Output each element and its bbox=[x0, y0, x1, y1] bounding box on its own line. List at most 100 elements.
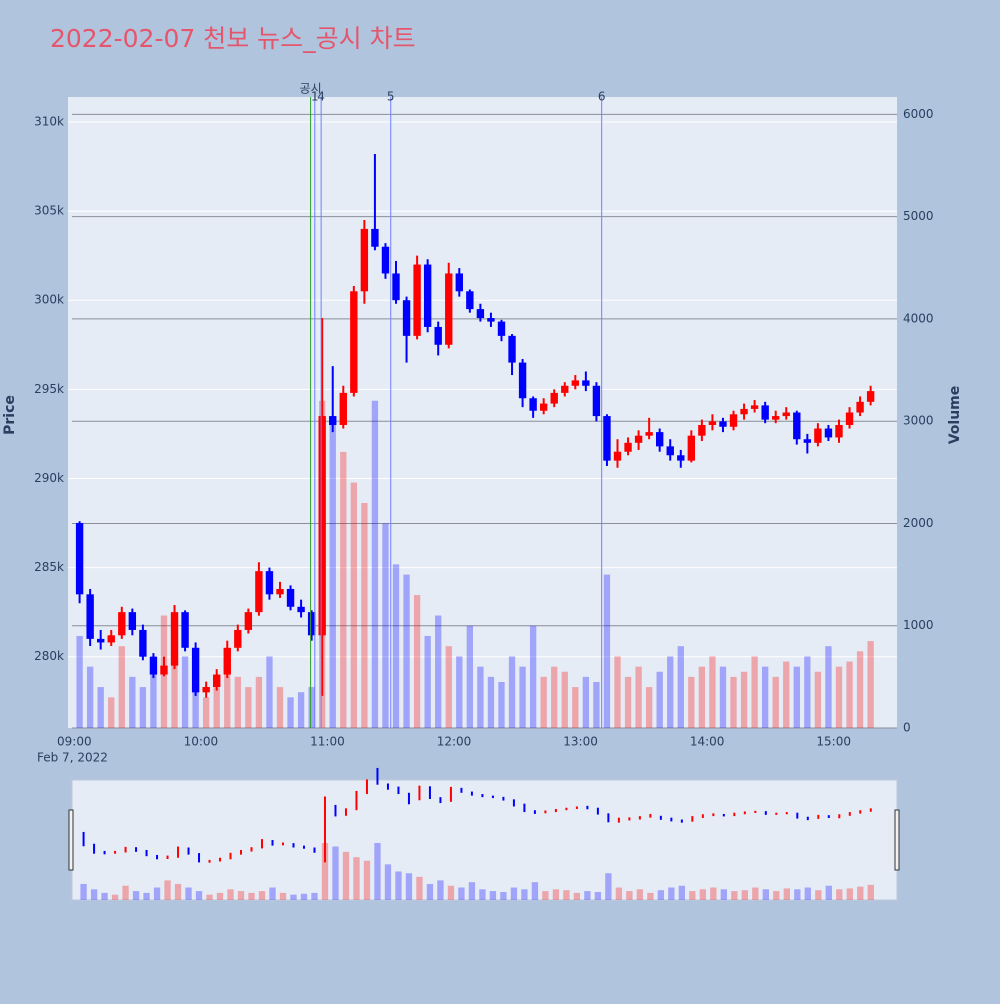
slider-volume-bar bbox=[678, 885, 686, 900]
candle-body bbox=[329, 416, 337, 425]
candle-body bbox=[286, 588, 295, 607]
annotation-label: 공시 bbox=[300, 82, 322, 96]
y2-axis-title: Volume bbox=[947, 386, 963, 445]
slider-volume-bar bbox=[531, 882, 539, 900]
y2-tick-label: 6000 bbox=[903, 107, 934, 121]
volume-bar bbox=[487, 676, 495, 728]
slider-volume-bar bbox=[699, 889, 707, 900]
candle-body bbox=[793, 412, 801, 440]
volume-bar bbox=[456, 656, 463, 728]
plot-area bbox=[68, 97, 897, 728]
volume-bar bbox=[266, 656, 273, 728]
volume-bar bbox=[698, 666, 706, 728]
slider-volume-bar bbox=[647, 892, 654, 900]
candle-body bbox=[107, 635, 115, 643]
x-tick-label: 13:00 bbox=[563, 735, 598, 749]
slider-volume-bar bbox=[80, 883, 87, 900]
candle-body bbox=[708, 421, 717, 425]
volume-bar bbox=[561, 671, 568, 728]
candle-body bbox=[845, 412, 854, 425]
slider-volume-bar bbox=[164, 880, 171, 900]
volume-bar bbox=[150, 656, 157, 728]
candle-body bbox=[434, 326, 442, 345]
slider-volume-bar bbox=[311, 892, 318, 900]
candle-body bbox=[128, 612, 137, 630]
annotation-label: 4 bbox=[317, 90, 325, 104]
slider-volume-bar bbox=[332, 846, 339, 900]
slider-volume-bar bbox=[363, 860, 371, 900]
slider-volume-bar bbox=[153, 887, 161, 900]
slider-volume-bar bbox=[101, 892, 108, 900]
volume-bar bbox=[308, 687, 315, 728]
candle-body bbox=[550, 392, 558, 404]
slider-volume-bar bbox=[195, 891, 203, 900]
candle-body bbox=[497, 321, 506, 336]
x-tick-label: 10:00 bbox=[184, 735, 219, 749]
candle-body bbox=[539, 403, 548, 411]
slider-volume-bar bbox=[794, 889, 801, 900]
volume-bar bbox=[435, 615, 442, 728]
slider-volume-bar bbox=[584, 891, 591, 900]
slider-volume-bar bbox=[636, 889, 644, 900]
volume-bar bbox=[234, 676, 241, 728]
slider-volume-bar bbox=[720, 889, 728, 900]
slider-volume-bar bbox=[132, 891, 140, 900]
candle-body bbox=[297, 606, 305, 613]
slider-volume-bar bbox=[342, 851, 350, 900]
volume-bar bbox=[86, 666, 94, 728]
x-tick-label: 11:00 bbox=[310, 735, 345, 749]
slider-volume-bar bbox=[248, 892, 255, 900]
candle-body bbox=[466, 291, 474, 310]
candle-body bbox=[181, 612, 189, 648]
slider-volume-bar bbox=[542, 891, 549, 900]
y-tick-label: 295k bbox=[34, 382, 64, 396]
y-tick-label: 300k bbox=[34, 293, 64, 307]
candle-body bbox=[118, 612, 126, 636]
candle-body bbox=[603, 416, 611, 461]
candle-body bbox=[803, 439, 812, 443]
candle-body bbox=[255, 571, 263, 613]
volume-bar bbox=[730, 676, 737, 728]
slider-volume-bar bbox=[615, 887, 623, 900]
candle-body bbox=[413, 264, 421, 336]
candle-body bbox=[666, 446, 674, 456]
x-tick-label: 14:00 bbox=[690, 735, 725, 749]
candle-body bbox=[350, 291, 358, 393]
slider-volume-bar bbox=[237, 891, 245, 900]
candle-body bbox=[371, 228, 379, 247]
candle-body bbox=[234, 629, 242, 648]
candle-body bbox=[75, 523, 84, 595]
slider-volume-bar bbox=[804, 887, 811, 900]
volume-bar bbox=[519, 666, 526, 728]
y2-tick-label: 4000 bbox=[903, 311, 934, 325]
slider-volume-bar bbox=[731, 891, 738, 900]
candle-body bbox=[750, 405, 759, 409]
candle-body bbox=[360, 228, 369, 292]
y-tick-label: 310k bbox=[34, 114, 64, 128]
slider-volume-bar bbox=[594, 891, 602, 900]
slider-volume-bar bbox=[269, 887, 276, 900]
candle-body bbox=[213, 674, 221, 688]
slider-volume-bar bbox=[143, 892, 150, 900]
candle-body bbox=[139, 629, 147, 657]
slider-volume-bar bbox=[867, 884, 874, 900]
slider-volume-bar bbox=[752, 887, 759, 900]
volume-bar bbox=[329, 421, 336, 728]
candle-body bbox=[624, 442, 632, 452]
slider-volume-bar bbox=[836, 889, 843, 900]
volume-bar bbox=[382, 523, 389, 728]
slider-handle[interactable] bbox=[68, 809, 74, 871]
volume-bar bbox=[276, 687, 284, 728]
slider-volume-bar bbox=[762, 889, 769, 900]
slider-volume-bar bbox=[300, 893, 308, 900]
candle-body bbox=[392, 273, 400, 301]
slider-handle[interactable] bbox=[894, 809, 900, 871]
volume-bar bbox=[118, 646, 125, 728]
candle-body bbox=[655, 432, 664, 447]
slider-volume-bar bbox=[258, 891, 266, 900]
range-slider[interactable] bbox=[71, 779, 898, 901]
candle-body bbox=[866, 391, 875, 402]
slider-volume-bar bbox=[437, 880, 444, 900]
volume-bar bbox=[614, 656, 621, 728]
